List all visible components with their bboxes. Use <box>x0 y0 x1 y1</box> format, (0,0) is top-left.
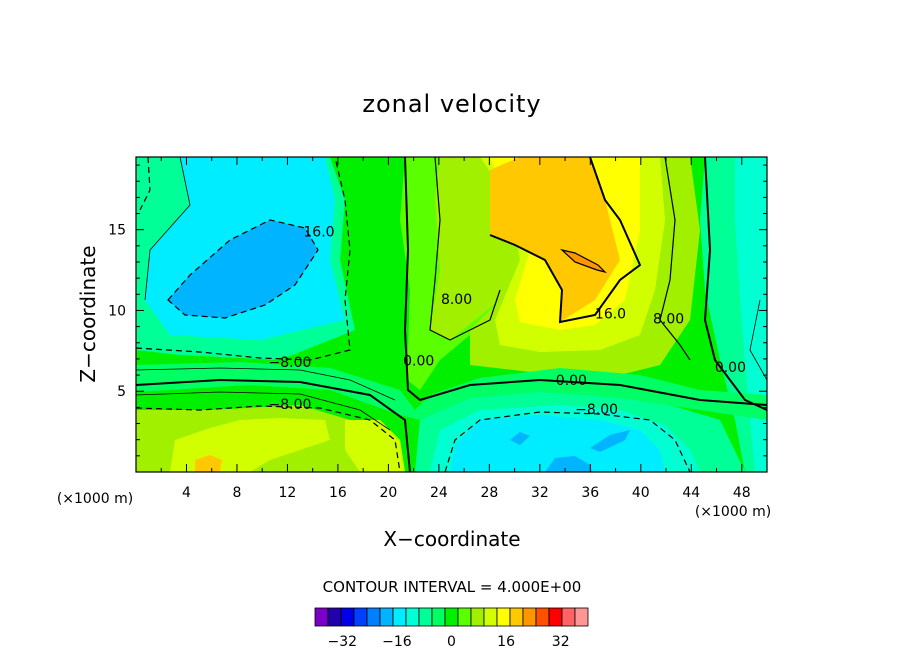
contour-labels: 16.0 8.00 16.0 8.00 0.00 −8.00 0.00 −8.00 −8.00 0… <box>269 224 746 418</box>
colorbar-tick-labels: −32 −16 0 16 32 <box>328 634 570 650</box>
x-axis-ticks: 4 8 12 16 20 24 28 32 36 40 44 48 <box>160 157 751 501</box>
contour-line-neg8-left-top <box>139 157 151 211</box>
x-tick-label: 20 <box>379 485 397 501</box>
colorbar-swatch <box>431 607 446 627</box>
colorbar-swatch <box>483 607 498 627</box>
colorbar <box>314 607 589 627</box>
contour-line-pos20-core <box>559 248 607 274</box>
colorbar-swatch <box>327 607 342 627</box>
x-tick-label: 24 <box>430 485 448 501</box>
contour-line-zero-vertical <box>403 157 767 406</box>
x-tick-label: 28 <box>480 485 498 501</box>
y-axis-ticks: 5 10 15 <box>108 164 767 457</box>
x-tick-label: 8 <box>232 485 241 501</box>
contour-interval-text: CONTOUR INTERVAL = 4.000E+00 <box>323 578 582 596</box>
x-tick-label: 48 <box>733 485 751 501</box>
colorbar-swatch <box>418 607 433 627</box>
contour-line-thin-1 <box>136 391 391 431</box>
y-tick-label: 15 <box>108 223 126 239</box>
region-right-edge-cyan-green <box>735 157 767 472</box>
contour-line-zero-middle <box>136 378 411 472</box>
contour-line-pos8-right <box>659 157 691 361</box>
contour-label: 8.00 <box>653 312 684 328</box>
region-lower-left-orange <box>195 455 222 472</box>
colorbar-tick-label: 32 <box>552 634 570 650</box>
y-tick-label: 10 <box>108 303 126 319</box>
region-orange-core <box>562 250 605 272</box>
region-lower-blue-core-right <box>590 430 630 452</box>
colorbar-swatch <box>457 607 472 627</box>
region-upper-right-orange <box>490 157 620 322</box>
plot-area <box>136 157 767 472</box>
colorbar-tick-label: 0 <box>447 634 456 650</box>
contour-label: −8.00 <box>269 397 312 413</box>
x-tick-label: 36 <box>581 485 599 501</box>
contour-label: 16.0 <box>303 224 334 240</box>
contour-label: 0.00 <box>403 354 434 370</box>
colorbar-swatch <box>392 607 407 627</box>
region-lower-cyan <box>450 415 665 472</box>
contour-line-neg8-upper <box>136 157 351 361</box>
x-unit-left: (×1000 m) <box>57 491 133 507</box>
contour-label: −8.00 <box>575 402 618 418</box>
contour-line-thin-3 <box>144 157 191 301</box>
colorbar-tick-label: −16 <box>382 634 412 650</box>
colorbar-swatch <box>574 607 589 627</box>
x-tick-label: 16 <box>329 485 347 501</box>
contour-line-neg16-upper <box>167 219 319 319</box>
contour-line-neg8-lower <box>136 405 401 472</box>
colorbar-swatch <box>353 607 368 627</box>
colorbar-swatch <box>561 607 576 627</box>
x-tick-label: 12 <box>279 485 297 501</box>
contour-label: 0.00 <box>715 360 746 376</box>
colorbar-swatch <box>405 607 420 627</box>
contour-line-pos16 <box>489 157 642 324</box>
colorbar-swatch <box>314 607 329 627</box>
x-axis-label: X−coordinate <box>383 527 520 551</box>
chart-title: zonal velocity <box>362 90 541 118</box>
y-tick-label: 5 <box>117 384 126 400</box>
contour-label: −8.00 <box>269 355 312 371</box>
region-lower-blue-bottom <box>545 456 592 472</box>
contour-line-thin-2 <box>136 367 396 401</box>
colorbar-swatch <box>366 607 381 627</box>
plot-frame <box>135 156 768 473</box>
contour-lines <box>136 157 767 472</box>
contour-line-neg8-lower-right <box>444 411 691 472</box>
colorbar-swatch <box>535 607 550 627</box>
contour-label: 16.0 <box>595 307 626 323</box>
colorbar-swatch <box>340 607 355 627</box>
x-unit-right: (×1000 m) <box>695 504 771 520</box>
colorbar-swatch <box>379 607 394 627</box>
colorbar-swatch <box>548 607 563 627</box>
colorbar-swatch <box>509 607 524 627</box>
colorbar-swatch <box>522 607 537 627</box>
contour-label: 0.00 <box>556 373 587 389</box>
contour-label: 8.00 <box>441 292 472 308</box>
x-tick-label: 32 <box>531 485 549 501</box>
contour-line-pos8-middle <box>429 157 501 341</box>
x-tick-label: 4 <box>182 485 191 501</box>
region-upper-blue-core <box>168 220 318 318</box>
colorbar-tick-label: −32 <box>328 634 358 650</box>
colorbar-swatch <box>496 607 511 627</box>
colorbar-swatch <box>470 607 485 627</box>
x-tick-label: 40 <box>632 485 650 501</box>
contour-line-zero-right <box>703 157 767 411</box>
x-tick-label: 44 <box>682 485 700 501</box>
filled-contours <box>136 157 767 472</box>
colorbar-swatch <box>444 607 459 627</box>
y-axis-label: Z−coordinate <box>76 245 100 382</box>
region-lower-middle-yellow <box>345 420 405 472</box>
colorbar-tick-label: 16 <box>497 634 515 650</box>
region-lower-blue-core-left <box>510 432 530 445</box>
contour-line-thin-4 <box>749 299 767 381</box>
